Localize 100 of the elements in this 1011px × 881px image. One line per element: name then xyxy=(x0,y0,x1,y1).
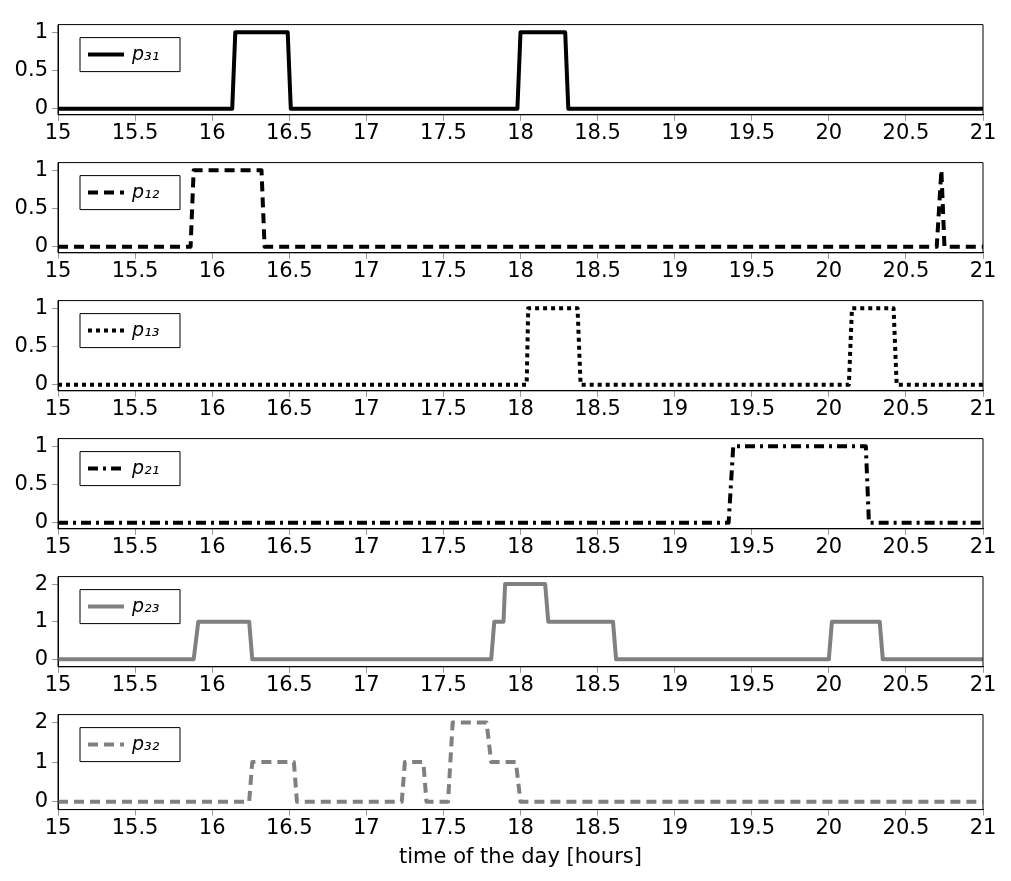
x-tick-label: 18.5 xyxy=(574,257,621,282)
x-tick-label: 20.5 xyxy=(882,119,930,144)
x-tick-label: 20.5 xyxy=(882,395,930,420)
x-tick-label: 17.5 xyxy=(420,671,467,696)
x-tick-label: 16 xyxy=(198,671,226,696)
y-tick-label: 2 xyxy=(34,708,48,733)
x-tick-label: 15 xyxy=(44,395,72,420)
x-tick-label: 16.5 xyxy=(265,533,313,558)
y-tick-label: 0 xyxy=(34,371,48,396)
legend-label: p₁₃ xyxy=(131,317,160,340)
x-tick-label: 18 xyxy=(507,533,534,558)
x-tick-label: 18 xyxy=(507,119,534,144)
legend-label: p₁₂ xyxy=(131,179,160,202)
x-tick-label: 21 xyxy=(969,671,997,696)
y-tick-label: 1 xyxy=(34,18,48,43)
x-tick-label: 17.5 xyxy=(420,119,467,144)
x-tick-label: 20 xyxy=(815,671,843,696)
legend-label: p₃₁ xyxy=(131,41,160,64)
y-tick-label: 0.5 xyxy=(14,470,48,495)
x-tick-label: 15 xyxy=(44,119,72,144)
x-tick-label: 20 xyxy=(815,395,843,420)
y-tick-label: 1 xyxy=(34,432,48,457)
x-tick-label: 19 xyxy=(661,814,689,839)
x-tick-label: 16.5 xyxy=(265,671,313,696)
x-tick-label: 18.5 xyxy=(574,814,621,839)
x-tick-label: 16 xyxy=(198,119,226,144)
x-tick-label: 16 xyxy=(198,395,226,420)
y-tick-label: 0 xyxy=(34,788,48,813)
x-tick-label: 16 xyxy=(198,533,226,558)
x-tick-label: 17 xyxy=(352,119,380,144)
x-tick-label: 18.5 xyxy=(574,671,621,696)
x-tick-label: 17 xyxy=(352,533,380,558)
x-tick-label: 15 xyxy=(44,257,72,282)
x-tick-label: 15.5 xyxy=(111,814,159,839)
x-axis-title: time of the day [hours] xyxy=(399,843,642,868)
x-tick-label: 16 xyxy=(198,814,226,839)
x-tick-label: 20.5 xyxy=(882,671,930,696)
x-tick-label: 15.5 xyxy=(111,119,159,144)
x-tick-label: 15 xyxy=(44,671,72,696)
y-tick-label: 1 xyxy=(34,608,48,633)
x-tick-label: 20.5 xyxy=(882,257,930,282)
legend-label: p₃₂ xyxy=(131,731,160,754)
x-tick-label: 18.5 xyxy=(574,395,621,420)
x-tick-label: 21 xyxy=(969,533,997,558)
x-tick-label: 20.5 xyxy=(882,533,930,558)
x-tick-label: 19.5 xyxy=(728,395,776,420)
y-tick-label: 2 xyxy=(34,570,48,595)
y-tick-label: 0.5 xyxy=(14,194,48,219)
x-tick-label: 20.5 xyxy=(882,814,930,839)
x-tick-label: 15 xyxy=(44,814,72,839)
x-tick-label: 19.5 xyxy=(728,257,776,282)
x-tick-label: 19.5 xyxy=(728,814,776,839)
x-tick-label: 17 xyxy=(352,671,380,696)
x-tick-label: 21 xyxy=(969,119,997,144)
x-tick-label: 21 xyxy=(969,814,997,839)
x-tick-label: 18 xyxy=(507,395,534,420)
x-tick-label: 18 xyxy=(507,257,534,282)
x-tick-label: 19.5 xyxy=(728,671,776,696)
y-tick-label: 1 xyxy=(34,156,48,181)
x-tick-label: 19 xyxy=(661,395,689,420)
y-tick-label: 0 xyxy=(34,95,48,120)
x-tick-label: 19 xyxy=(661,671,689,696)
x-tick-label: 15.5 xyxy=(111,533,159,558)
y-tick-label: 0 xyxy=(34,645,48,670)
x-tick-label: 19.5 xyxy=(728,119,776,144)
x-tick-label: 18 xyxy=(507,814,534,839)
x-tick-label: 17 xyxy=(352,257,380,282)
x-tick-label: 17.5 xyxy=(420,814,467,839)
x-tick-label: 17.5 xyxy=(420,533,467,558)
x-tick-label: 16.5 xyxy=(265,257,313,282)
x-tick-label: 17.5 xyxy=(420,395,467,420)
x-tick-label: 19 xyxy=(661,533,689,558)
y-tick-label: 0 xyxy=(34,233,48,258)
x-tick-label: 17 xyxy=(352,395,380,420)
y-tick-label: 0.5 xyxy=(14,332,48,357)
x-tick-label: 21 xyxy=(969,395,997,420)
y-tick-label: 1 xyxy=(34,294,48,319)
x-tick-label: 15 xyxy=(44,533,72,558)
y-tick-label: 0.5 xyxy=(14,56,48,81)
x-tick-label: 20 xyxy=(815,119,843,144)
x-tick-label: 15.5 xyxy=(111,257,159,282)
x-tick-label: 17.5 xyxy=(420,257,467,282)
x-tick-label: 19 xyxy=(661,119,689,144)
x-tick-label: 16 xyxy=(198,257,226,282)
y-tick-label: 1 xyxy=(34,748,48,773)
x-tick-label: 18.5 xyxy=(574,533,621,558)
x-tick-label: 20 xyxy=(815,533,843,558)
x-tick-label: 17 xyxy=(352,814,380,839)
legend-label: p₂₃ xyxy=(131,593,160,616)
x-tick-label: 19.5 xyxy=(728,533,776,558)
x-tick-label: 20 xyxy=(815,814,843,839)
x-tick-label: 18 xyxy=(507,671,534,696)
x-tick-label: 21 xyxy=(969,257,997,282)
x-tick-label: 16.5 xyxy=(265,814,313,839)
x-tick-label: 16.5 xyxy=(265,119,313,144)
x-tick-label: 16.5 xyxy=(265,395,313,420)
x-tick-label: 19 xyxy=(661,257,689,282)
x-tick-label: 18.5 xyxy=(574,119,621,144)
x-tick-label: 15.5 xyxy=(111,395,159,420)
x-tick-label: 15.5 xyxy=(111,671,159,696)
